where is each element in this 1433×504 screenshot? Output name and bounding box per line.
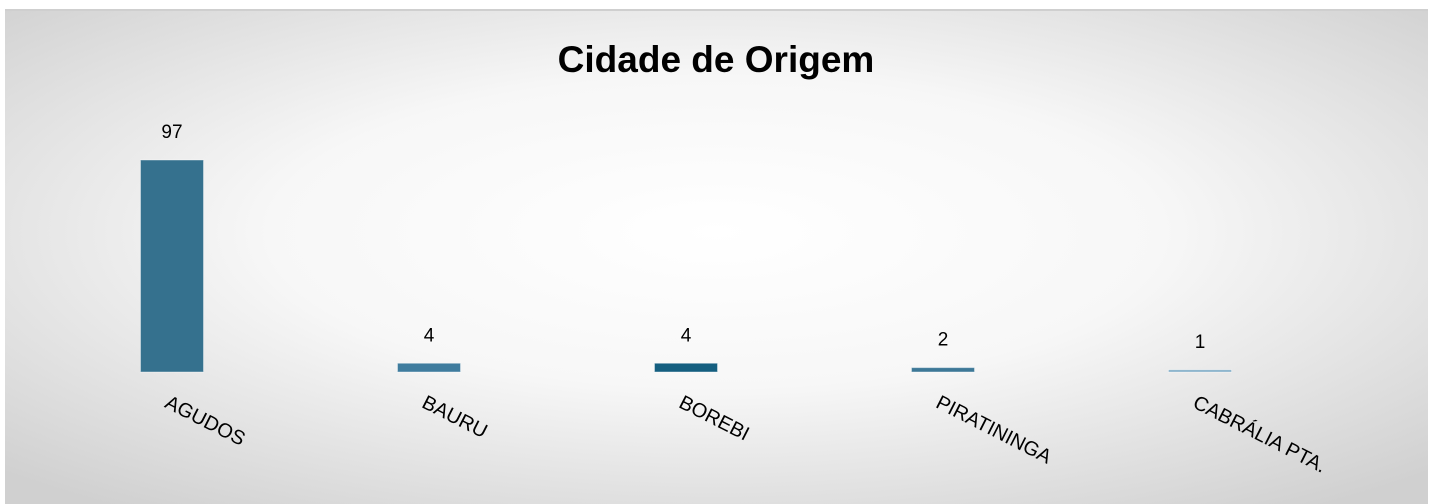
data-label: 2 [938, 330, 949, 351]
bar [140, 159, 204, 373]
bar [654, 362, 718, 373]
chart-background [5, 10, 1428, 504]
data-label: 97 [161, 122, 182, 143]
bar [911, 367, 975, 373]
bar [1168, 369, 1232, 373]
data-label: 4 [424, 325, 435, 346]
chart-title: Cidade de Origem [558, 39, 875, 80]
data-label: 1 [1195, 332, 1206, 353]
bar [397, 362, 461, 373]
data-label: 4 [681, 325, 692, 346]
